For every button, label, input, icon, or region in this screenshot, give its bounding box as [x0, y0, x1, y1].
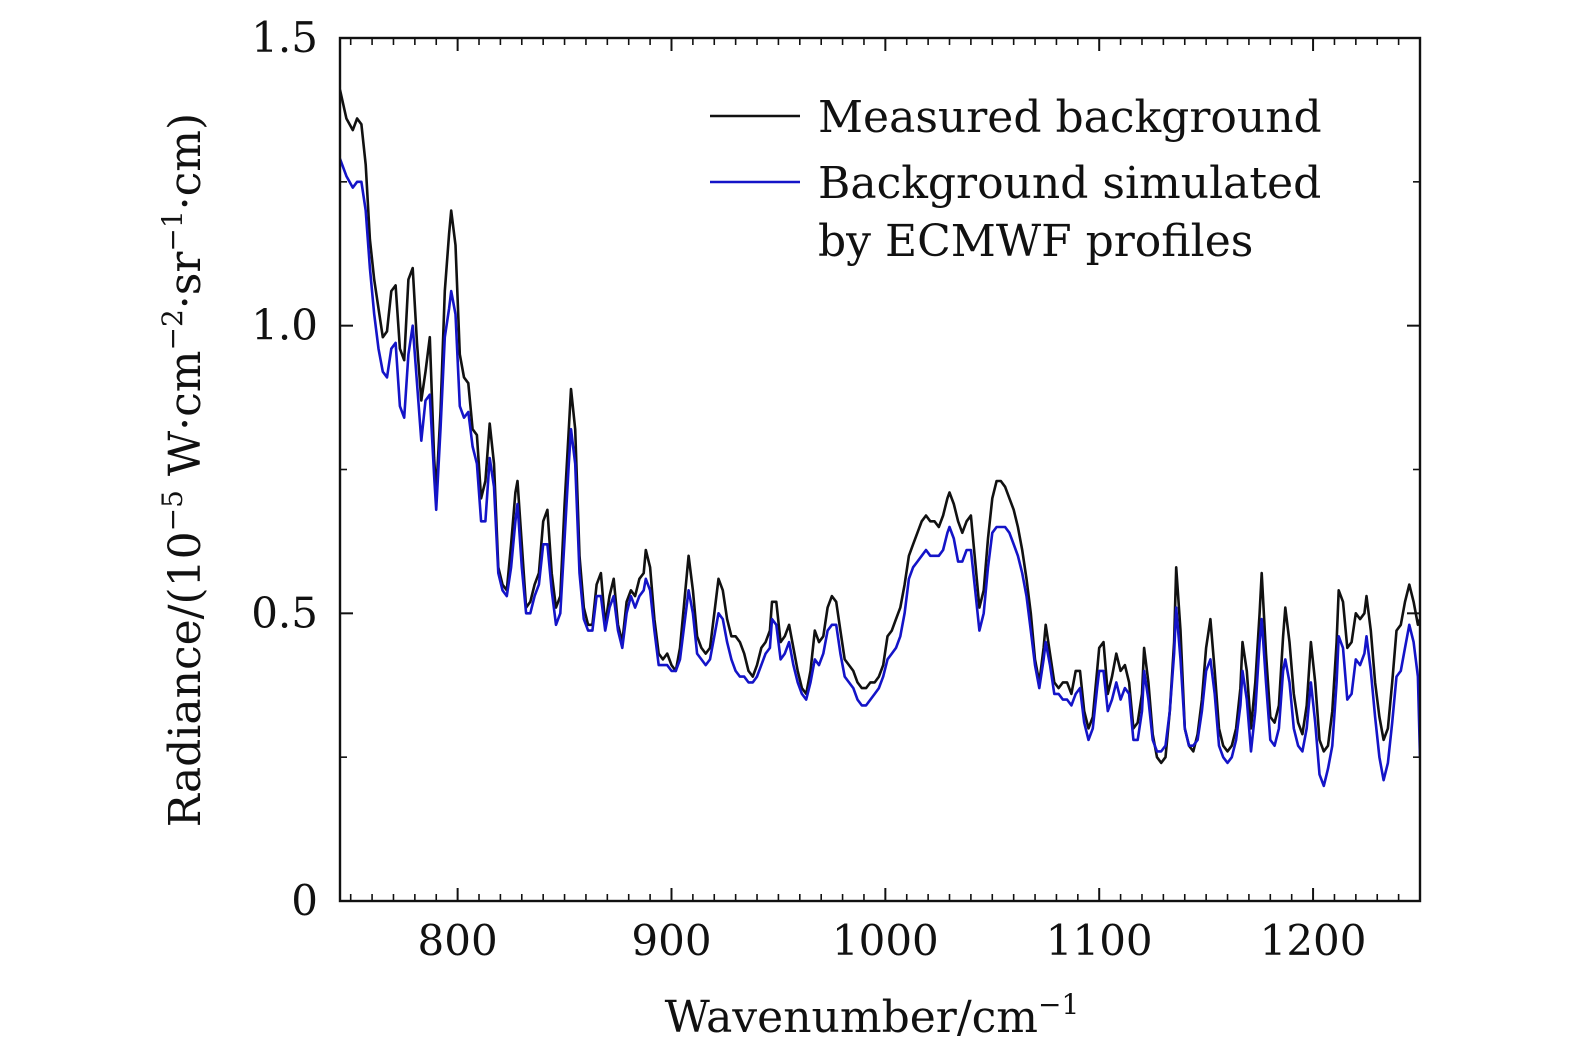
- x-tick-label: 1000: [832, 916, 939, 965]
- tick-layer: 800 900 1000 1100 1200 0 0.5 1.0 1.5: [251, 13, 1421, 965]
- series-line-measured: [340, 89, 1420, 765]
- x-tick-label: 900: [631, 916, 711, 965]
- y-tick-label: 0.5: [251, 588, 318, 637]
- y-tick-label: 1.0: [251, 301, 318, 350]
- x-tick-label: 800: [418, 916, 498, 965]
- x-tick-label: 1100: [1046, 916, 1153, 965]
- x-axis-title: Wavenumber/cm−1: [665, 988, 1080, 1043]
- y-axis-title: Radiance/(10−5 W·cm−2·sr−1·cm): [156, 113, 211, 827]
- series-line-simulated: [340, 158, 1420, 788]
- legend-label: Measured background: [818, 92, 1322, 143]
- x-tick-label: 1200: [1260, 916, 1367, 965]
- y-tick-label: 1.5: [251, 13, 318, 62]
- y-tick-label: 0: [291, 876, 318, 925]
- legend-label: Background simulated: [818, 158, 1321, 209]
- legend-label: by ECMWF profiles: [818, 216, 1253, 267]
- legend: Measured background Background simulated b…: [710, 92, 1322, 267]
- series-layer: [340, 89, 1420, 788]
